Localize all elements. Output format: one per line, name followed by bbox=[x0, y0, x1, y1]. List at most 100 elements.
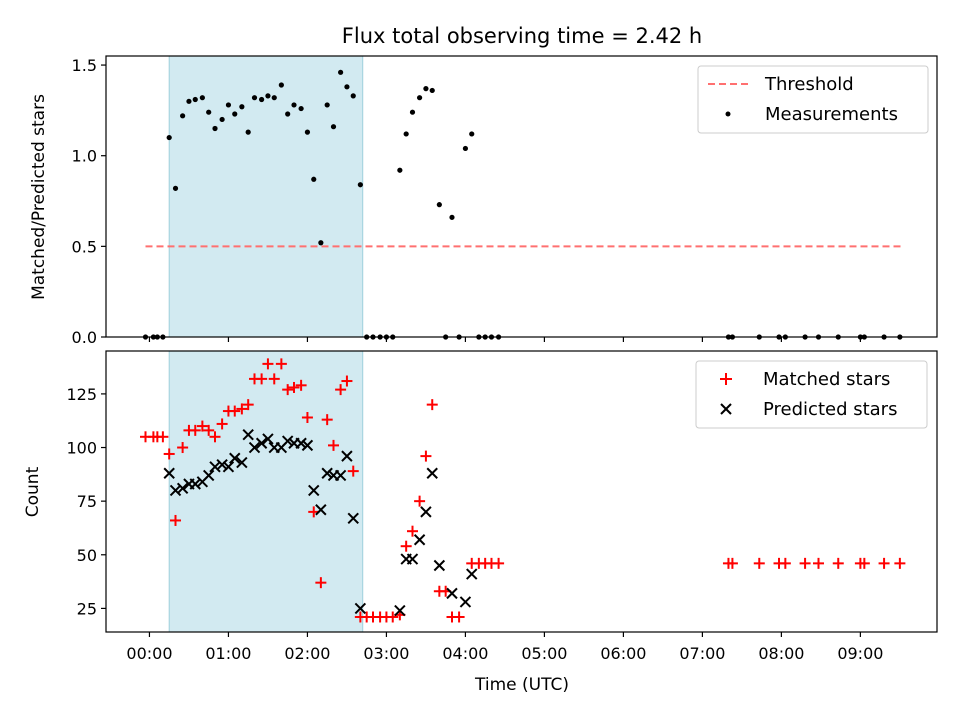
measurement-point bbox=[357, 182, 363, 188]
matched-star-point bbox=[813, 557, 825, 569]
measurement-point bbox=[271, 95, 277, 101]
predicted-star-x-b bbox=[262, 433, 274, 445]
measurement-point bbox=[298, 105, 304, 112]
measurement-point bbox=[285, 111, 291, 117]
matched-star-point bbox=[170, 514, 182, 526]
matched-star-point bbox=[894, 557, 906, 569]
measurement-point bbox=[259, 96, 265, 103]
matched-star-point bbox=[315, 577, 327, 589]
legend-measurements-swatch bbox=[725, 111, 731, 117]
legend-threshold-label: Threshold bbox=[764, 74, 854, 95]
matched-star-point bbox=[400, 540, 412, 552]
matched-star-point bbox=[177, 442, 189, 454]
x-axis-label: Time (UTC) bbox=[474, 675, 569, 695]
predicted-star-x-b bbox=[229, 452, 241, 464]
predicted-star-x-b bbox=[347, 512, 359, 525]
measurement-point bbox=[225, 102, 232, 108]
measurement-point bbox=[180, 113, 186, 119]
matched-star-point bbox=[196, 420, 208, 432]
predicted-star-point bbox=[413, 534, 426, 546]
predicted-star-x-b bbox=[466, 568, 478, 580]
predicted-star-point bbox=[321, 467, 333, 479]
matched-star-point bbox=[295, 379, 307, 391]
x-tick-label: 08:00 bbox=[758, 644, 804, 663]
measurement-point bbox=[350, 93, 356, 99]
matched-star-point bbox=[275, 358, 287, 370]
top-y-axis-label: Matched/Predicted stars bbox=[29, 94, 49, 300]
predicted-star-point bbox=[394, 604, 406, 617]
predicted-star-point bbox=[248, 441, 261, 454]
matched-star-point bbox=[282, 384, 294, 396]
predicted-star-point bbox=[262, 433, 274, 445]
top-y-tick-label: 1.0 bbox=[72, 147, 97, 166]
predicted-star-point bbox=[209, 461, 221, 473]
x-tick-label: 07:00 bbox=[679, 644, 725, 663]
matched-star-point bbox=[493, 557, 505, 569]
top-y-tick-label: 1.5 bbox=[72, 56, 97, 75]
predicted-star-point bbox=[466, 568, 478, 580]
matched-star-point bbox=[858, 557, 870, 569]
measurement-point bbox=[291, 102, 297, 108]
predicted-star-point bbox=[222, 461, 235, 473]
predicted-star-x-b bbox=[295, 437, 307, 449]
x-tick-label: 01:00 bbox=[205, 644, 251, 663]
matched-star-point bbox=[256, 373, 268, 385]
predicted-star-point bbox=[163, 467, 175, 479]
predicted-star-point bbox=[406, 553, 419, 565]
measurement-point bbox=[265, 93, 271, 99]
matched-star-point bbox=[414, 495, 426, 507]
bottom-y-tick-label: 125 bbox=[66, 385, 97, 404]
predicted-star-point bbox=[459, 596, 472, 608]
predicted-star-point bbox=[341, 450, 353, 462]
predicted-star-point bbox=[176, 482, 189, 494]
predicted-star-point bbox=[334, 469, 347, 482]
measurement-point bbox=[232, 111, 238, 117]
matched-star-point bbox=[262, 358, 274, 370]
predicted-star-point bbox=[236, 456, 248, 469]
matched-star-point bbox=[157, 431, 169, 443]
measurement-point bbox=[397, 167, 403, 173]
matched-star-point bbox=[268, 373, 280, 385]
predicted-star-point bbox=[446, 587, 458, 600]
predicted-star-x-b bbox=[433, 559, 446, 572]
predicted-star-point bbox=[169, 484, 182, 497]
bottom-y-axis-label: Count bbox=[23, 466, 43, 517]
bottom-axes-frame bbox=[105, 350, 938, 633]
predicted-star-x-b bbox=[354, 602, 367, 615]
measurement-point bbox=[423, 86, 429, 92]
predicted-star-x-b bbox=[248, 441, 261, 454]
bottom-legend-box bbox=[695, 360, 928, 429]
measurement-point bbox=[245, 129, 251, 135]
matched-star-point bbox=[321, 414, 333, 426]
x-tick-label: 05:00 bbox=[521, 644, 567, 663]
predicted-star-x-b bbox=[321, 467, 333, 479]
predicted-star-point bbox=[308, 484, 320, 497]
matched-star-point bbox=[799, 557, 811, 569]
measurement-point bbox=[436, 202, 442, 208]
top-y-axis: 0.0 0.5 1.0 1.5 bbox=[72, 56, 106, 347]
matched-star-point bbox=[341, 375, 353, 387]
matched-star-point bbox=[420, 450, 432, 462]
measurement-point bbox=[344, 84, 350, 90]
predicted-star-x-b bbox=[281, 435, 294, 447]
measurement-point bbox=[403, 131, 409, 137]
predicted-star-point bbox=[295, 437, 307, 449]
legend-predicted-swatch bbox=[720, 403, 732, 415]
chart-title: Flux total observing time = 2.42 h bbox=[342, 24, 702, 48]
matched-star-point bbox=[189, 424, 201, 436]
bottom-x-axis: 00:00 01:00 02:00 03:00 04:00 05:00 06:00 07:00… bbox=[126, 632, 883, 663]
bottom-legend: Matched stars Predicted stars bbox=[695, 360, 928, 429]
matched-star-point bbox=[216, 418, 228, 430]
top-axes-frame bbox=[105, 55, 938, 338]
measurement-point bbox=[338, 69, 344, 75]
matched-star-point bbox=[242, 399, 254, 411]
predicted-star-point bbox=[255, 437, 268, 449]
predicted-star-point bbox=[301, 439, 314, 452]
bottom-panel: 25 50 75 100 125 00:00 01:00 02:00 03:00 04:00 05… bbox=[23, 350, 938, 695]
x-tick-label: 03:00 bbox=[363, 644, 409, 663]
legend-matched-label: Matched stars bbox=[763, 369, 890, 390]
legend-predicted-label: Predicted stars bbox=[763, 399, 897, 420]
top-panel: 0.0 0.5 1.0 1.5 Matched/Predicted stars Thr… bbox=[29, 55, 938, 347]
matched-star-point bbox=[301, 411, 313, 423]
